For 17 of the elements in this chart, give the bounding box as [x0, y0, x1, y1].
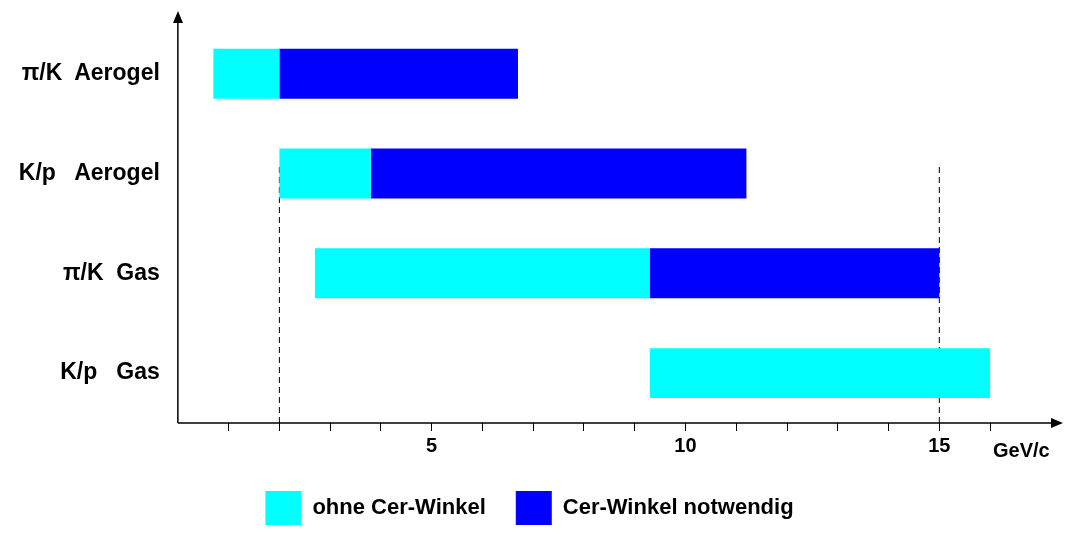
x-tick-label: 5: [426, 433, 438, 456]
legend-label: Cer-Winkel notwendig: [562, 494, 794, 520]
y-tick-label: π/K Gas: [62, 258, 160, 285]
bar: [213, 48, 280, 99]
bar: [279, 48, 518, 99]
x-tick-label: 10: [674, 433, 697, 456]
x-tick-label: 15: [928, 433, 951, 456]
bar: [314, 248, 650, 299]
y-tick-label: K/p Aerogel: [18, 158, 160, 185]
legend-label: ohne Cer-Winkel: [312, 494, 486, 520]
bar: [279, 148, 371, 199]
bar: [649, 348, 991, 399]
bar: [370, 148, 747, 199]
x-axis-title: GeV/c: [993, 438, 1050, 461]
y-tick-label: π/K Aerogel: [21, 59, 160, 86]
y-tick-label: K/p Gas: [60, 358, 160, 385]
bar: [649, 248, 940, 299]
